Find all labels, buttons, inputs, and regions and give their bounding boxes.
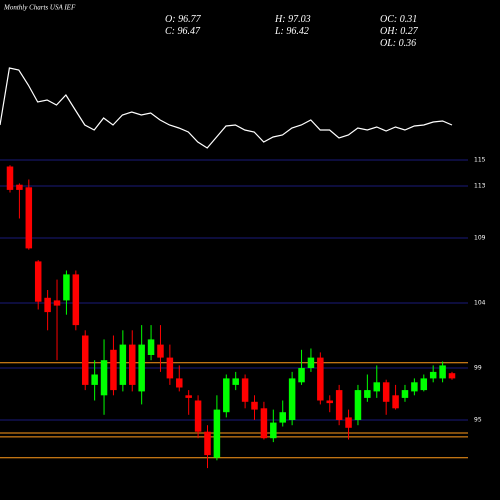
candle-body: [382, 382, 390, 402]
candle-body: [251, 401, 258, 410]
candle-body: [448, 373, 456, 379]
stat-value: 96.47: [178, 26, 202, 37]
stat: O: 96.77: [165, 14, 202, 25]
candle-body: [317, 357, 324, 401]
stat-label: OL:: [380, 38, 396, 49]
candle-body: [16, 184, 23, 190]
candle-body: [166, 357, 174, 379]
stat-value: 97.03: [288, 14, 311, 25]
candle-body: [392, 395, 399, 409]
stat-value: 0.27: [400, 26, 419, 37]
candle-body: [53, 300, 61, 306]
candle-body: [439, 365, 446, 379]
stat: OL: 0.36: [380, 38, 416, 49]
y-tick-label: 109: [474, 235, 486, 242]
candle-body: [335, 390, 343, 420]
candle-body: [364, 390, 371, 398]
chart-title: Monthly Charts USA IEF: [3, 4, 76, 12]
y-tick-label: 115: [474, 157, 486, 164]
candle-body: [411, 382, 418, 392]
candle-body: [326, 400, 333, 404]
stat-label: O:: [165, 14, 176, 25]
stat-value: 0.31: [400, 14, 418, 25]
candle-body: [429, 371, 437, 379]
y-tick-label: 113: [474, 183, 486, 190]
candle-body: [6, 166, 14, 190]
candle-body: [185, 395, 192, 398]
stat: C: 96.47: [165, 26, 201, 37]
y-tick-label: 99: [474, 365, 482, 372]
candle-body: [25, 187, 33, 249]
indicator-line: [0, 67, 453, 149]
candle-body: [176, 378, 183, 388]
candle-body: [270, 422, 277, 439]
candle-body: [420, 378, 428, 391]
candle-body: [213, 409, 221, 458]
stat-value: 0.36: [399, 38, 417, 49]
candle-body: [157, 344, 164, 358]
candle-body: [288, 378, 296, 420]
candle-body: [204, 431, 211, 456]
stat-label: L:: [274, 26, 284, 37]
stat-value: 96.77: [178, 14, 202, 25]
candle-body: [34, 261, 42, 302]
y-tick-label: 95: [474, 417, 482, 424]
candle-body: [110, 349, 117, 391]
stat: OC: 0.31: [380, 14, 417, 25]
candle-body: [232, 378, 239, 385]
candle-body: [345, 417, 352, 428]
candle-body: [194, 400, 202, 432]
candle-body: [260, 408, 268, 439]
candle-body: [223, 378, 230, 413]
stat-label: OC:: [380, 14, 397, 25]
candle-body: [279, 412, 286, 423]
candle-body: [63, 274, 70, 301]
candle-body: [354, 390, 362, 420]
candle-body: [91, 374, 98, 385]
stat: L: 96.42: [274, 26, 309, 37]
stat-value: 96.42: [286, 26, 309, 37]
candle-body: [129, 344, 136, 385]
stat-label: C:: [165, 26, 175, 37]
candle-body: [298, 368, 305, 383]
candle-body: [241, 378, 249, 402]
candle-body: [44, 297, 51, 313]
stat-label: OH:: [380, 26, 398, 37]
candle-body: [401, 390, 409, 398]
candle-body: [307, 357, 315, 368]
candle-body: [138, 344, 145, 392]
stat-label: H:: [274, 14, 286, 25]
stat: OH: 0.27: [380, 26, 419, 37]
candle-body: [147, 339, 155, 355]
candle-body: [81, 335, 89, 385]
stat: H: 97.03: [274, 14, 311, 25]
candle-body: [72, 274, 80, 326]
candle-body: [119, 344, 127, 385]
y-tick-label: 104: [474, 300, 486, 307]
candle-body: [100, 360, 108, 396]
candle-body: [373, 382, 381, 392]
